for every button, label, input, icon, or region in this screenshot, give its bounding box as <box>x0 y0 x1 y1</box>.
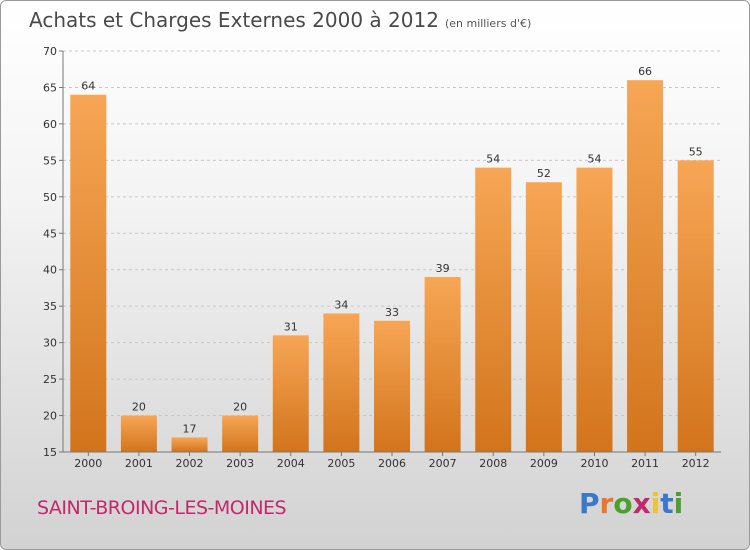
y-tick-label: 30 <box>43 337 57 350</box>
y-tick-label: 60 <box>43 118 57 131</box>
bar-2001 <box>120 415 157 452</box>
y-tick-label: 65 <box>43 81 57 94</box>
logo-letter: x <box>632 487 651 520</box>
bar-value-label: 54 <box>486 153 500 166</box>
bar-value-label: 34 <box>334 298 348 311</box>
x-tick-label: 2012 <box>682 457 710 470</box>
commune-name: SAINT-BROING-LES-MOINES <box>37 497 287 519</box>
y-tick-label: 25 <box>43 373 57 386</box>
bar-value-label: 52 <box>537 167 551 180</box>
bar-2012 <box>677 160 714 452</box>
bar-2006 <box>374 320 410 452</box>
y-tick-label: 15 <box>43 446 57 459</box>
bar-value-label: 17 <box>183 422 197 435</box>
chart-subtitle: (en milliers d'€) <box>444 17 532 30</box>
bar-value-label: 20 <box>233 401 247 414</box>
bar-value-label: 55 <box>689 145 703 158</box>
x-tick-label: 2006 <box>378 457 406 470</box>
x-tick-label: 2009 <box>530 457 558 470</box>
x-tick-label: 2000 <box>74 457 102 470</box>
bar-2000 <box>70 94 107 452</box>
bar-2011 <box>627 80 664 452</box>
x-tick-label: 2011 <box>631 457 659 470</box>
x-tick-label: 2010 <box>580 457 608 470</box>
chart-title-text: Achats et Charges Externes 2000 à 2012 <box>29 8 439 32</box>
logo-letter: t <box>660 487 674 520</box>
y-tick-label: 20 <box>43 410 57 423</box>
bar-value-label: 39 <box>436 262 450 275</box>
logo-letter: i <box>673 487 684 520</box>
bar-2002 <box>171 437 208 452</box>
y-tick-label: 35 <box>43 300 57 313</box>
y-tick-label: 45 <box>43 227 57 240</box>
x-tick-label: 2004 <box>277 457 305 470</box>
bar-2008 <box>475 167 512 452</box>
bar-2007 <box>424 277 461 452</box>
bars <box>70 80 714 452</box>
logo-letter: i <box>650 487 661 520</box>
x-tick-label: 2002 <box>176 457 204 470</box>
y-tick-label: 40 <box>43 264 57 277</box>
bar-value-label: 31 <box>284 320 298 333</box>
labels: 15 20 25 30 35 40 45 50 55 60 65 70 64 2000 20 2001 17 20… <box>43 45 710 470</box>
bar-2005 <box>323 313 360 452</box>
bar-value-label: 54 <box>587 153 601 166</box>
bar-2004 <box>272 335 309 452</box>
x-tick-label: 2007 <box>429 457 457 470</box>
bar-value-label: 66 <box>638 65 652 78</box>
bar-2009 <box>525 182 562 452</box>
logo-letter: P <box>579 487 600 520</box>
bar-2003 <box>222 415 259 452</box>
bar-value-label: 33 <box>385 306 399 319</box>
y-tick-label: 70 <box>43 45 57 58</box>
axes <box>59 50 721 456</box>
x-tick-label: 2003 <box>226 457 254 470</box>
bar-value-label: 20 <box>132 401 146 414</box>
chart-title: Achats et Charges Externes 2000 à 2012 (e… <box>29 8 531 32</box>
x-tick-label: 2005 <box>327 457 355 470</box>
x-tick-label: 2001 <box>125 457 153 470</box>
proxiti-logo: Proxiti <box>579 487 683 520</box>
bar-value-label: 64 <box>81 80 95 93</box>
bar-2010 <box>576 167 613 452</box>
logo-letter: r <box>599 487 614 520</box>
y-tick-label: 55 <box>43 154 57 167</box>
y-tick-label: 50 <box>43 191 57 204</box>
logo-letter: o <box>613 487 633 520</box>
x-tick-label: 2008 <box>479 457 507 470</box>
